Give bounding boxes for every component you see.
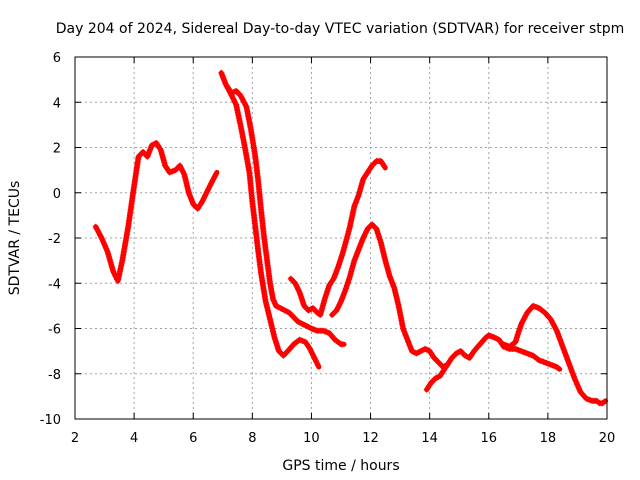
y-axis-title: SDTVAR / TECUs (7, 181, 23, 296)
x-tick-label: 16 (481, 431, 498, 446)
x-tick-label: 10 (303, 431, 320, 446)
y-tick-label: 6 (53, 51, 61, 66)
plus-markers (423, 363, 450, 393)
y-tick-label: 4 (53, 96, 61, 111)
series-track-7 (500, 302, 608, 407)
x-tick-label: 4 (130, 431, 138, 446)
x-tick-label: 18 (540, 431, 557, 446)
plus-markers (500, 302, 607, 407)
series-track-5 (329, 221, 563, 372)
plus-markers (287, 158, 388, 318)
y-tick-label: 0 (53, 187, 61, 202)
y-tick-label: -6 (48, 323, 61, 338)
x-tick-label: 2 (71, 431, 79, 446)
series-track-6 (423, 362, 450, 393)
plus-markers (224, 83, 346, 348)
y-tick-label: -2 (48, 232, 61, 247)
y-tick-label: -4 (48, 277, 61, 292)
x-tick-label: 6 (189, 431, 197, 446)
x-tick-label: 8 (248, 431, 256, 446)
y-tick-label: 2 (53, 142, 61, 157)
series-line (224, 83, 347, 347)
series-track-3 (224, 83, 347, 348)
y-tick-label: -8 (48, 368, 61, 383)
chart-title: Day 204 of 2024, Sidereal Day-to-day VTE… (56, 21, 625, 37)
y-tick-label: -10 (40, 413, 61, 428)
series-line (329, 221, 563, 372)
plus-markers (329, 221, 562, 372)
x-axis-title: GPS time / hours (282, 458, 399, 474)
x-tick-label: 20 (599, 431, 616, 446)
series-track-4 (287, 158, 388, 318)
series-line (93, 140, 220, 284)
series-track-1 (92, 140, 220, 284)
plus-markers (218, 69, 322, 369)
plus-markers (92, 140, 220, 284)
series-track-2 (218, 69, 322, 370)
grid (75, 57, 607, 419)
x-tick-label: 14 (421, 431, 438, 446)
data-series (92, 69, 608, 407)
x-tick-label: 12 (362, 431, 379, 446)
